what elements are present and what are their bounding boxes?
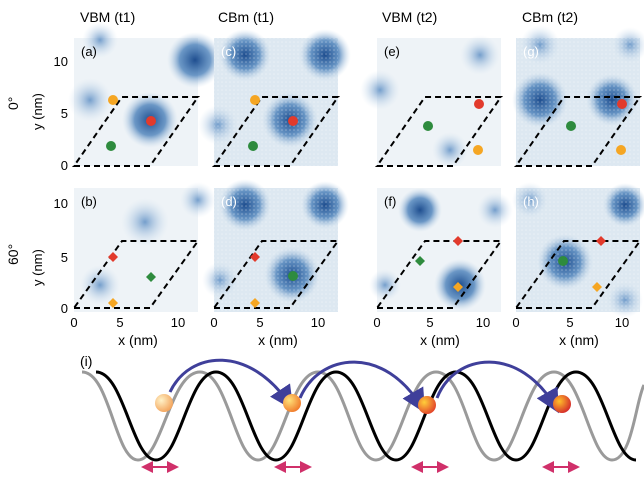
potential-curve-black — [95, 370, 637, 462]
panel-label: (d) — [221, 194, 237, 209]
panel-label: (a) — [81, 44, 97, 59]
hop-arrow — [168, 358, 294, 410]
x-tick: 5 — [116, 315, 123, 330]
x-tick: 0 — [70, 315, 77, 330]
x-tick: 10 — [476, 315, 490, 330]
y-tick: 0 — [61, 301, 68, 316]
x-axis-label: x (nm) — [559, 332, 599, 348]
carrier-ball — [283, 394, 301, 412]
panel-label: (f) — [384, 194, 396, 209]
hop-arrow — [435, 360, 559, 414]
panel-c: (c) — [198, 29, 351, 167]
x-tick: 5 — [426, 315, 433, 330]
carrier-ball — [418, 396, 436, 414]
hop-arrow — [298, 360, 426, 414]
panel-a: (a) — [68, 22, 223, 167]
row-title: 60° — [5, 244, 21, 265]
x-tick: 5 — [256, 315, 263, 330]
panel-label: (g) — [523, 44, 539, 59]
x-tick: 0 — [210, 315, 217, 330]
panel-b: (b) — [72, 182, 216, 312]
y-ticks-row2: 10 5 0 — [54, 196, 68, 316]
x-axis-label: x (nm) — [258, 332, 298, 348]
x-tick: 5 — [566, 315, 573, 330]
potential-curve-gray — [81, 370, 644, 462]
x-tick: 0 — [512, 315, 519, 330]
carrier-ball — [553, 395, 571, 413]
x-tick: 10 — [171, 315, 185, 330]
panel-e: (e) — [360, 35, 503, 168]
panel-g: (g) — [512, 25, 644, 167]
column-title: CBm (t2) — [522, 9, 578, 25]
y-tick: 10 — [54, 196, 68, 211]
column-title: CBm (t1) — [218, 9, 274, 25]
panel-d: (d) — [202, 179, 349, 312]
x-tick: 10 — [311, 315, 325, 330]
panel-h: (h) — [512, 182, 644, 318]
y-tick: 5 — [61, 250, 68, 265]
panel-f: (f) — [369, 188, 513, 312]
x-tick: 0 — [373, 315, 380, 330]
y-tick: 0 — [61, 158, 68, 173]
carrier-ball — [155, 394, 173, 412]
x-labels: x (nm) x (nm) x (nm) x (nm) — [118, 332, 599, 348]
y-axis-label: y (nm) — [30, 249, 45, 286]
panel-label: (c) — [221, 44, 236, 59]
panel-label: (i) — [80, 353, 92, 369]
panel-label: (h) — [523, 194, 539, 209]
x-axis-label: x (nm) — [420, 332, 460, 348]
x-ticks: 0 5 10 0 5 10 0 5 10 0 5 10 — [70, 315, 629, 330]
y-ticks-row1: 10 5 0 — [54, 54, 68, 173]
y-axis-label: y (nm) — [30, 93, 45, 130]
y-tick: 10 — [54, 54, 68, 69]
row-title: 0° — [5, 97, 21, 110]
column-title: VBM (t2) — [382, 9, 437, 25]
x-tick: 10 — [615, 315, 629, 330]
panel-label: (b) — [81, 194, 97, 209]
panel-label: (e) — [384, 44, 400, 59]
x-axis-label: x (nm) — [118, 332, 158, 348]
column-title: VBM (t1) — [80, 9, 135, 25]
y-tick: 5 — [61, 106, 68, 121]
